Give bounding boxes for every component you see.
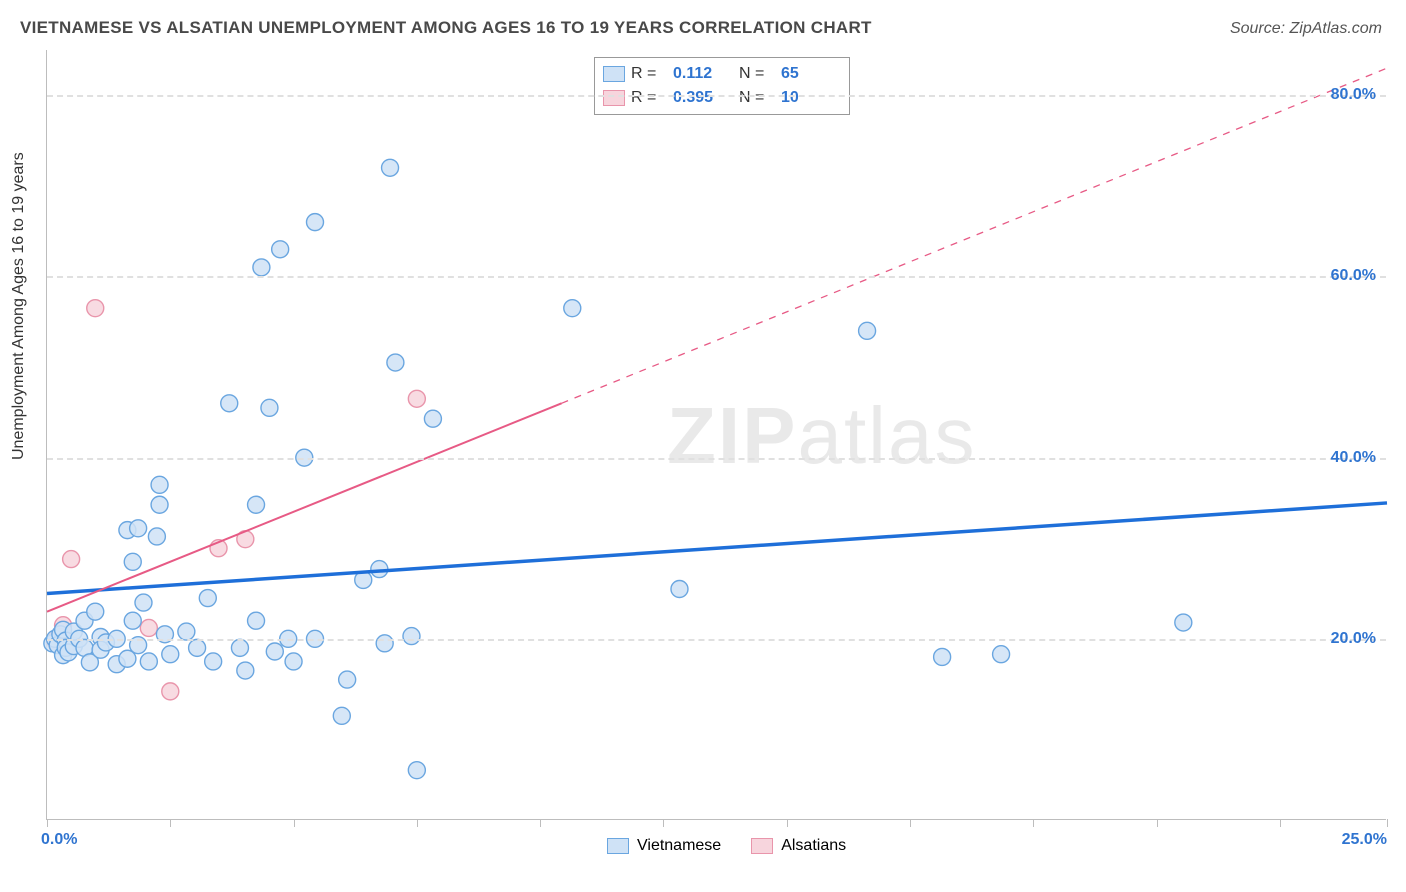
data-point (135, 594, 152, 611)
r-value-1: 0.112 (673, 65, 733, 83)
gridline (47, 458, 1386, 460)
data-point (248, 496, 265, 513)
plot-area: ZIPatlas R = 0.112 N = 65 R = 0.395 N = … (46, 50, 1386, 820)
legend-item-vietnamese: Vietnamese (607, 837, 721, 855)
data-point (63, 551, 80, 568)
data-point (237, 662, 254, 679)
x-tick (417, 819, 418, 827)
data-point (248, 612, 265, 629)
regression-line (47, 503, 1387, 594)
x-tick (1280, 819, 1281, 827)
source-attribution: Source: ZipAtlas.com (1230, 20, 1382, 38)
data-point (671, 581, 688, 598)
data-point (151, 496, 168, 513)
data-point (162, 683, 179, 700)
data-point (285, 653, 302, 670)
data-point (424, 410, 441, 427)
data-point (408, 390, 425, 407)
x-tick (1387, 819, 1388, 827)
n-label-2: N = (739, 89, 775, 107)
x-tick (787, 819, 788, 827)
data-point (261, 399, 278, 416)
series-legend: Vietnamese Alsatians (607, 837, 846, 855)
data-point (266, 643, 283, 660)
data-point (151, 476, 168, 493)
x-tick (1157, 819, 1158, 827)
x-tick-label: 25.0% (1342, 831, 1387, 849)
data-point (87, 603, 104, 620)
x-tick (170, 819, 171, 827)
data-point (859, 322, 876, 339)
data-point (376, 635, 393, 652)
legend-item-alsatians: Alsatians (751, 837, 846, 855)
data-point (162, 646, 179, 663)
x-tick (663, 819, 664, 827)
gridline (47, 639, 1386, 641)
x-tick (1033, 819, 1034, 827)
r-label-2: R = (631, 89, 667, 107)
y-tick-label: 40.0% (1331, 449, 1376, 467)
data-point (205, 653, 222, 670)
data-point (124, 612, 141, 629)
x-tick (540, 819, 541, 827)
data-point (1175, 614, 1192, 631)
data-point (993, 646, 1010, 663)
data-point (199, 590, 216, 607)
swatch-alsatians (603, 90, 625, 106)
chart-title: VIETNAMESE VS ALSATIAN UNEMPLOYMENT AMON… (20, 18, 872, 38)
data-point (221, 395, 238, 412)
swatch-vietnamese-bottom (607, 838, 629, 854)
data-point (87, 300, 104, 317)
data-point (307, 214, 324, 231)
data-point (140, 619, 157, 636)
legend-row-vietnamese: R = 0.112 N = 65 (603, 62, 841, 86)
gridline (47, 276, 1386, 278)
swatch-vietnamese (603, 66, 625, 82)
data-point (403, 628, 420, 645)
plot-svg (47, 50, 1386, 819)
data-point (382, 159, 399, 176)
data-point (178, 623, 195, 640)
x-tick (910, 819, 911, 827)
data-point (934, 648, 951, 665)
data-point (408, 762, 425, 779)
chart-container: VIETNAMESE VS ALSATIAN UNEMPLOYMENT AMON… (0, 0, 1406, 892)
regression-line-extension (562, 68, 1387, 403)
n-label-1: N = (739, 65, 775, 83)
legend-row-alsatians: R = 0.395 N = 10 (603, 86, 841, 110)
legend-label-vietnamese: Vietnamese (637, 837, 721, 855)
y-axis-label: Unemployment Among Ages 16 to 19 years (10, 152, 28, 460)
legend-label-alsatians: Alsatians (781, 837, 846, 855)
regression-line (47, 403, 562, 611)
data-point (148, 528, 165, 545)
y-tick-label: 80.0% (1331, 86, 1376, 104)
x-tick (294, 819, 295, 827)
data-point (140, 653, 157, 670)
data-point (387, 354, 404, 371)
data-point (333, 707, 350, 724)
n-value-2: 10 (781, 89, 841, 107)
data-point (564, 300, 581, 317)
n-value-1: 65 (781, 65, 841, 83)
y-tick-label: 20.0% (1331, 630, 1376, 648)
data-point (231, 639, 248, 656)
gridline (47, 95, 1386, 97)
swatch-alsatians-bottom (751, 838, 773, 854)
data-point (189, 639, 206, 656)
data-point (130, 520, 147, 537)
r-label-1: R = (631, 65, 667, 83)
data-point (339, 671, 356, 688)
data-point (253, 259, 270, 276)
data-point (272, 241, 289, 258)
data-point (124, 553, 141, 570)
correlation-legend: R = 0.112 N = 65 R = 0.395 N = 10 (594, 57, 850, 115)
y-tick-label: 60.0% (1331, 267, 1376, 285)
x-tick-label: 0.0% (41, 831, 77, 849)
x-tick (47, 819, 48, 827)
r-value-2: 0.395 (673, 89, 733, 107)
